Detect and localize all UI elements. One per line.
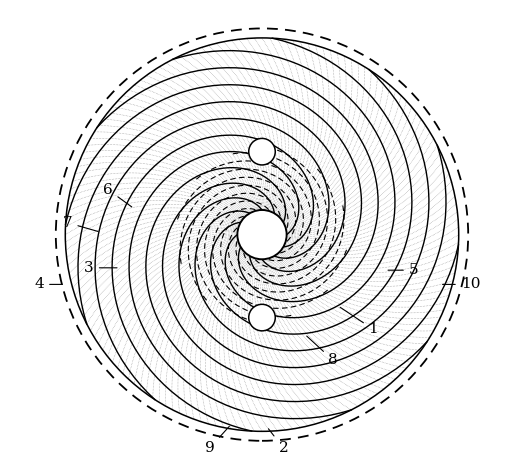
Circle shape (237, 210, 287, 259)
Text: 9: 9 (205, 426, 230, 455)
Text: 6: 6 (103, 182, 132, 207)
Circle shape (249, 304, 275, 331)
Text: 8: 8 (307, 336, 338, 367)
Text: 10: 10 (443, 277, 481, 292)
Text: 5: 5 (388, 263, 419, 277)
Text: 2: 2 (268, 429, 288, 455)
Text: 3: 3 (84, 261, 117, 275)
Text: 4: 4 (35, 277, 62, 292)
Text: 1: 1 (340, 307, 378, 337)
Circle shape (249, 138, 275, 165)
Text: 7: 7 (63, 216, 98, 231)
